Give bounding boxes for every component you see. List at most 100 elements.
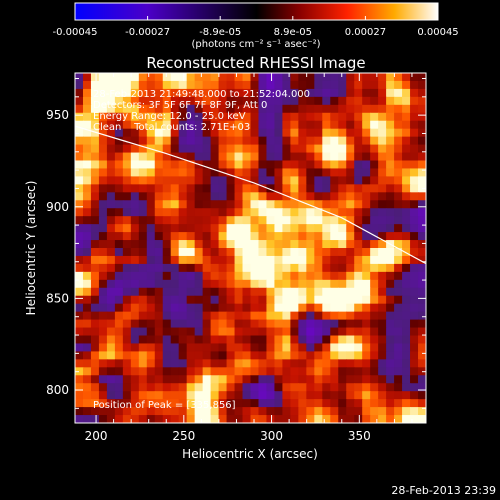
heatmap-cell — [394, 391, 403, 400]
heatmap-cell — [138, 168, 148, 177]
heatmap-cell — [98, 279, 108, 289]
heatmap-cell — [386, 104, 395, 114]
heatmap-cell — [82, 287, 92, 297]
heatmap-cell — [298, 279, 307, 289]
heatmap-cell — [282, 88, 291, 98]
heatmap-cell — [346, 295, 355, 305]
heatmap-cell — [194, 415, 204, 423]
heatmap-cell — [122, 160, 132, 170]
heatmap-cell — [402, 303, 411, 313]
heatmap-cell — [162, 375, 172, 384]
heatmap-cell — [106, 88, 116, 98]
heatmap-cell — [322, 311, 331, 321]
heatmap-cell — [82, 192, 92, 201]
heatmap-cell — [114, 224, 124, 233]
heatmap-cell — [258, 216, 268, 225]
heatmap-cell — [250, 168, 260, 177]
heatmap-cell — [298, 112, 307, 122]
heatmap-cell — [418, 112, 426, 122]
heatmap-cell — [266, 399, 276, 408]
heatmap-cell — [226, 216, 236, 225]
heatmap-cell — [106, 128, 116, 138]
heatmap-cell — [98, 240, 108, 249]
heatmap-cell — [234, 96, 244, 106]
heatmap-cell — [410, 295, 419, 305]
colorbar-tick-label: 8.9e-05 — [274, 27, 312, 38]
heatmap-cell — [226, 232, 236, 241]
heatmap-cell — [290, 391, 299, 400]
heatmap-cell — [178, 208, 188, 217]
heatmap-cell — [98, 73, 108, 82]
heatmap-cell — [338, 200, 347, 209]
heatmap-cell — [258, 359, 268, 368]
heatmap-cell — [418, 375, 426, 384]
heatmap-cell — [346, 319, 355, 329]
heatmap-cell — [130, 311, 140, 321]
heatmap-image — [75, 73, 426, 423]
heatmap-cell — [106, 136, 116, 146]
heatmap-cell — [178, 240, 188, 249]
heatmap-cell — [146, 367, 156, 376]
heatmap-cell — [258, 319, 268, 329]
heatmap-cell — [202, 240, 212, 249]
heatmap-cell — [202, 351, 212, 360]
heatmap-cell — [354, 343, 363, 352]
heatmap-cell — [178, 248, 188, 257]
heatmap-cell — [210, 144, 220, 154]
heatmap-cell — [322, 240, 331, 249]
heatmap-cell — [130, 160, 140, 170]
heatmap-cell — [338, 295, 347, 305]
heatmap-cell — [346, 160, 355, 170]
heatmap-cell — [154, 351, 164, 360]
heatmap-cell — [114, 399, 124, 408]
heatmap-cell — [354, 303, 363, 313]
heatmap-cell — [258, 144, 268, 154]
heatmap-cell — [250, 391, 260, 400]
heatmap-cell — [274, 255, 284, 265]
heatmap-cell — [298, 168, 307, 177]
heatmap-cell — [178, 216, 188, 225]
heatmap-cell — [162, 248, 172, 257]
heatmap-cell — [138, 359, 148, 368]
heatmap-cell — [386, 359, 395, 368]
heatmap-cell — [98, 96, 108, 106]
heatmap-cell — [178, 263, 188, 273]
heatmap-cell — [210, 415, 220, 423]
heatmap-cell — [82, 152, 92, 162]
heatmap-cell — [330, 255, 339, 265]
heatmap-cell — [154, 391, 164, 400]
heatmap-cell — [394, 88, 403, 98]
heatmap-cell — [394, 359, 403, 368]
heatmap-cell — [258, 407, 268, 416]
heatmap-cell — [370, 176, 379, 185]
heatmap-cell — [138, 407, 148, 416]
heatmap-cell — [338, 232, 347, 241]
heatmap-cell — [114, 208, 124, 217]
heatmap-cell — [186, 152, 196, 162]
heatmap-cell — [122, 168, 132, 177]
annotation-energy-range: Energy Range: 12.0 - 25.0 keV — [93, 111, 246, 122]
heatmap-cell — [370, 255, 379, 265]
heatmap-cell — [370, 216, 379, 225]
heatmap-cell — [282, 136, 291, 146]
heatmap-cell — [130, 248, 140, 257]
heatmap-cell — [290, 415, 299, 423]
heatmap-cell — [130, 343, 140, 352]
heatmap-cell — [106, 255, 116, 265]
heatmap-cell — [218, 88, 228, 98]
heatmap-cell — [370, 295, 379, 305]
heatmap-cell — [138, 367, 148, 376]
heatmap-cell — [386, 80, 395, 90]
heatmap-cell — [274, 152, 284, 162]
heatmap-cell — [154, 399, 164, 408]
heatmap-cell — [210, 248, 220, 257]
heatmap-cell — [226, 279, 236, 289]
heatmap-cell — [306, 120, 315, 130]
heatmap-cell — [202, 383, 212, 392]
heatmap-cell — [210, 255, 220, 265]
heatmap-cell — [266, 295, 276, 305]
heatmap-cell — [114, 216, 124, 225]
heatmap-cell — [186, 192, 196, 201]
heatmap-cell — [282, 327, 291, 337]
heatmap-cell — [354, 399, 363, 408]
